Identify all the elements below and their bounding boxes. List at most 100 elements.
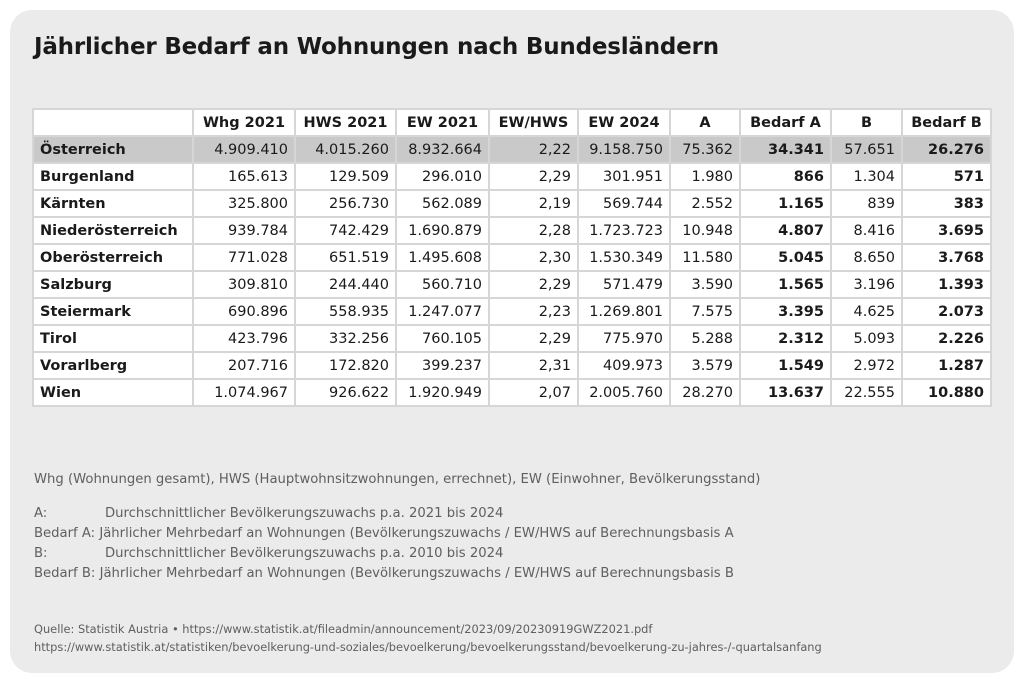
value-cell: 1.565 xyxy=(739,270,832,299)
header-ew-2021: EW 2021 xyxy=(395,108,490,137)
value-cell: 129.509 xyxy=(294,162,397,191)
value-cell: 9.158.750 xyxy=(577,135,671,164)
header-hws-2021: HWS 2021 xyxy=(294,108,397,137)
value-cell: 309.810 xyxy=(192,270,296,299)
value-cell: 301.951 xyxy=(577,162,671,191)
value-cell: 8.416 xyxy=(830,216,903,245)
value-cell: 1.920.949 xyxy=(395,378,490,407)
value-cell: 2.073 xyxy=(901,297,992,326)
table-row: Oberösterreich 771.028 651.519 1.495.608 2,3… xyxy=(32,243,992,272)
value-cell: 771.028 xyxy=(192,243,296,272)
value-cell: 926.622 xyxy=(294,378,397,407)
value-cell: 1.269.801 xyxy=(577,297,671,326)
region-name-cell: Österreich xyxy=(32,135,194,164)
abbreviations-note: Whg (Wohnungen gesamt), HWS (Hauptwohnsi… xyxy=(34,472,761,487)
value-cell: 207.716 xyxy=(192,351,296,380)
value-cell: 26.276 xyxy=(901,135,992,164)
value-cell: 1.690.879 xyxy=(395,216,490,245)
value-cell: 5.288 xyxy=(669,324,741,353)
table-row: Kärnten 325.800 256.730 562.089 2,19 569.744 2… xyxy=(32,189,992,218)
value-cell: 423.796 xyxy=(192,324,296,353)
value-cell: 75.362 xyxy=(669,135,741,164)
value-cell: 8.932.664 xyxy=(395,135,490,164)
source-line-1: Quelle: Statistik Austria • https://www.… xyxy=(34,622,653,636)
value-cell: 1.530.349 xyxy=(577,243,671,272)
value-cell: 165.613 xyxy=(192,162,296,191)
source-line-2: https://www.statistik.at/statistiken/bev… xyxy=(34,640,822,654)
region-name-cell: Burgenland xyxy=(32,162,194,191)
value-cell: 2,29 xyxy=(488,324,579,353)
definition-key: Bedarf B: xyxy=(34,566,96,581)
region-name-cell: Oberösterreich xyxy=(32,243,194,272)
region-name-cell: Niederösterreich xyxy=(32,216,194,245)
table-row: Wien 1.074.967 926.622 1.920.949 2,07 2.005.7… xyxy=(32,378,992,407)
value-cell: 325.800 xyxy=(192,189,296,218)
region-name-cell: Steiermark xyxy=(32,297,194,326)
value-cell: 3.695 xyxy=(901,216,992,245)
value-cell: 571 xyxy=(901,162,992,191)
page-title: Jährlicher Bedarf an Wohnungen nach Bund… xyxy=(34,34,719,60)
value-cell: 3.196 xyxy=(830,270,903,299)
value-cell: 1.074.967 xyxy=(192,378,296,407)
value-cell: 296.010 xyxy=(395,162,490,191)
value-cell: 4.625 xyxy=(830,297,903,326)
value-cell: 10.880 xyxy=(901,378,992,407)
definition-b: B: Durchschnittlicher Bevölkerungszuwachs… xyxy=(34,546,503,561)
value-cell: 560.710 xyxy=(395,270,490,299)
value-cell: 3.579 xyxy=(669,351,741,380)
value-cell: 244.440 xyxy=(294,270,397,299)
table-row: Vorarlberg 207.716 172.820 399.237 2,31 409.9… xyxy=(32,351,992,380)
value-cell: 399.237 xyxy=(395,351,490,380)
value-cell: 2.312 xyxy=(739,324,832,353)
value-cell: 2,28 xyxy=(488,216,579,245)
infographic-card: Jährlicher Bedarf an Wohnungen nach Bund… xyxy=(10,10,1014,673)
value-cell: 939.784 xyxy=(192,216,296,245)
table-row-total: Österreich 4.909.410 4.015.260 8.932.664 2,2… xyxy=(32,135,992,164)
value-cell: 839 xyxy=(830,189,903,218)
value-cell: 866 xyxy=(739,162,832,191)
value-cell: 5.093 xyxy=(830,324,903,353)
table-row: Burgenland 165.613 129.509 296.010 2,29 301.9… xyxy=(32,162,992,191)
housing-demand-table: Whg 2021 HWS 2021 EW 2021 EW/HWS EW 2024… xyxy=(32,108,992,407)
value-cell: 4.909.410 xyxy=(192,135,296,164)
region-name-cell: Tirol xyxy=(32,324,194,353)
value-cell: 34.341 xyxy=(739,135,832,164)
table-row: Tirol 423.796 332.256 760.105 2,29 775.970 5.2… xyxy=(32,324,992,353)
value-cell: 1.495.608 xyxy=(395,243,490,272)
value-cell: 562.089 xyxy=(395,189,490,218)
value-cell: 22.555 xyxy=(830,378,903,407)
value-cell: 8.650 xyxy=(830,243,903,272)
table-header-row: Whg 2021 HWS 2021 EW 2021 EW/HWS EW 2024… xyxy=(32,108,992,137)
value-cell: 3.768 xyxy=(901,243,992,272)
region-name-cell: Kärnten xyxy=(32,189,194,218)
value-cell: 1.980 xyxy=(669,162,741,191)
definition-text: Jährlicher Mehrbedarf an Wohnungen (Bevö… xyxy=(99,566,734,581)
value-cell: 2,23 xyxy=(488,297,579,326)
definition-text: Durchschnittlicher Bevölkerungszuwachs p… xyxy=(105,506,504,521)
value-cell: 4.807 xyxy=(739,216,832,245)
value-cell: 2,30 xyxy=(488,243,579,272)
region-name-cell: Wien xyxy=(32,378,194,407)
value-cell: 2,19 xyxy=(488,189,579,218)
value-cell: 2.226 xyxy=(901,324,992,353)
value-cell: 1.549 xyxy=(739,351,832,380)
definition-key: Bedarf A: xyxy=(34,526,96,541)
value-cell: 1.393 xyxy=(901,270,992,299)
value-cell: 10.948 xyxy=(669,216,741,245)
header-region xyxy=(32,108,194,137)
definition-bedarf-b: Bedarf B: Jährlicher Mehrbedarf an Wohnu… xyxy=(34,566,734,581)
value-cell: 2,29 xyxy=(488,270,579,299)
definition-text: Jährlicher Mehrbedarf an Wohnungen (Bevö… xyxy=(99,526,734,541)
value-cell: 1.247.077 xyxy=(395,297,490,326)
value-cell: 256.730 xyxy=(294,189,397,218)
value-cell: 2,29 xyxy=(488,162,579,191)
value-cell: 1.304 xyxy=(830,162,903,191)
value-cell: 7.575 xyxy=(669,297,741,326)
value-cell: 742.429 xyxy=(294,216,397,245)
value-cell: 3.395 xyxy=(739,297,832,326)
value-cell: 2.972 xyxy=(830,351,903,380)
value-cell: 2,07 xyxy=(488,378,579,407)
value-cell: 28.270 xyxy=(669,378,741,407)
value-cell: 57.651 xyxy=(830,135,903,164)
value-cell: 1.165 xyxy=(739,189,832,218)
